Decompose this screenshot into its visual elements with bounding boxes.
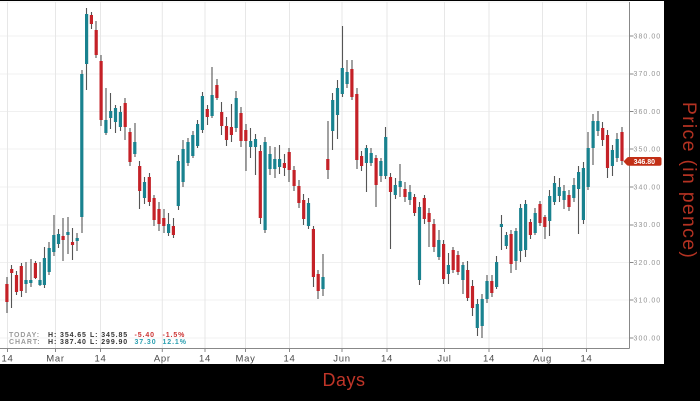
svg-text:14: 14 xyxy=(581,354,593,365)
svg-text:310.00: 310.00 xyxy=(634,298,662,305)
svg-text:-5.40: -5.40 xyxy=(135,332,155,339)
svg-text:Days: Days xyxy=(322,370,365,390)
svg-text:14: 14 xyxy=(381,354,393,365)
svg-text:350.00: 350.00 xyxy=(634,147,662,154)
svg-text:14: 14 xyxy=(284,354,296,365)
svg-text:L: 299.90: L: 299.90 xyxy=(90,339,128,346)
svg-text:360.00: 360.00 xyxy=(634,109,662,116)
svg-text:H: 387.40: H: 387.40 xyxy=(48,339,87,346)
svg-text:L: 345.85: L: 345.85 xyxy=(90,332,128,339)
svg-text:Jul: Jul xyxy=(437,354,451,365)
svg-text:37.30: 37.30 xyxy=(135,339,157,346)
svg-text:-1.5%: -1.5% xyxy=(163,332,186,339)
svg-text:320.00: 320.00 xyxy=(634,260,662,267)
svg-text:TODAY:: TODAY: xyxy=(9,332,40,339)
svg-text:Apr: Apr xyxy=(154,354,171,365)
svg-text:12.1%: 12.1% xyxy=(163,339,187,346)
svg-text:14: 14 xyxy=(483,354,495,365)
svg-text:14: 14 xyxy=(199,354,211,365)
svg-text:May: May xyxy=(235,354,255,365)
svg-text:14: 14 xyxy=(95,354,107,365)
svg-text:346.80: 346.80 xyxy=(634,159,656,166)
svg-text:14: 14 xyxy=(2,354,14,365)
svg-text:H: 354.65: H: 354.65 xyxy=(48,332,87,339)
svg-text:380.00: 380.00 xyxy=(634,33,662,40)
svg-text:Price (in pence): Price (in pence) xyxy=(678,102,700,259)
svg-text:Jun: Jun xyxy=(333,354,350,365)
svg-text:300.00: 300.00 xyxy=(634,335,662,342)
svg-text:340.00: 340.00 xyxy=(634,184,662,191)
svg-text:CHART:: CHART: xyxy=(9,339,40,346)
svg-text:Mar: Mar xyxy=(46,354,64,365)
svg-text:Aug: Aug xyxy=(533,354,552,365)
svg-text:330.00: 330.00 xyxy=(634,222,662,229)
svg-text:370.00: 370.00 xyxy=(634,71,662,78)
